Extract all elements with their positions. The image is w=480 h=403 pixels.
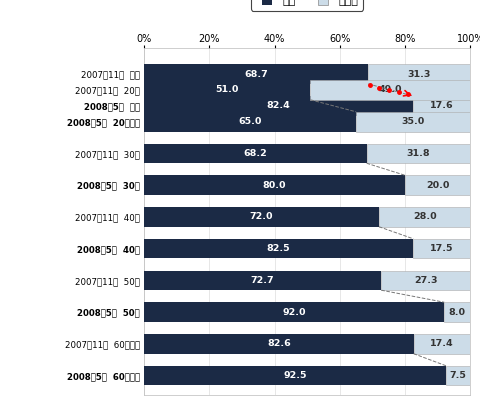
Text: 49.0: 49.0 xyxy=(379,85,402,94)
Bar xyxy=(311,80,470,100)
Text: 80.0: 80.0 xyxy=(263,181,286,190)
Bar xyxy=(413,239,470,258)
Text: 17.6: 17.6 xyxy=(430,101,454,110)
Text: 82.6: 82.6 xyxy=(267,339,291,348)
Text: 17.4: 17.4 xyxy=(430,339,454,348)
Bar xyxy=(405,175,470,195)
Text: 68.7: 68.7 xyxy=(244,70,268,79)
Bar xyxy=(144,207,379,227)
Bar xyxy=(446,366,470,385)
Bar xyxy=(413,96,470,116)
Bar xyxy=(379,207,470,227)
Bar xyxy=(144,96,413,116)
Text: 82.5: 82.5 xyxy=(267,244,290,253)
Bar xyxy=(144,239,413,258)
Legend: はい, いいえ: はい, いいえ xyxy=(251,0,363,10)
Bar xyxy=(144,112,356,131)
Text: 35.0: 35.0 xyxy=(402,117,425,126)
Text: 27.3: 27.3 xyxy=(414,276,438,285)
Bar xyxy=(144,80,311,100)
Bar xyxy=(144,175,405,195)
Bar xyxy=(414,334,470,354)
Bar xyxy=(144,334,414,354)
Text: 72.7: 72.7 xyxy=(251,276,275,285)
Bar xyxy=(144,302,444,322)
Bar xyxy=(144,270,381,290)
Text: 7.5: 7.5 xyxy=(450,371,467,380)
Bar xyxy=(356,112,470,131)
Text: 31.8: 31.8 xyxy=(407,149,430,158)
Text: 28.0: 28.0 xyxy=(413,212,436,221)
Text: 92.5: 92.5 xyxy=(283,371,307,380)
Bar xyxy=(367,143,470,163)
Bar xyxy=(444,302,470,322)
Bar xyxy=(144,143,367,163)
Bar xyxy=(368,64,470,84)
Text: 17.5: 17.5 xyxy=(430,244,454,253)
Bar xyxy=(144,64,368,84)
Text: 51.0: 51.0 xyxy=(216,85,239,94)
Text: 31.3: 31.3 xyxy=(408,70,431,79)
Text: 68.2: 68.2 xyxy=(243,149,267,158)
Bar xyxy=(144,366,446,385)
Text: 65.0: 65.0 xyxy=(239,117,262,126)
Bar xyxy=(381,270,470,290)
Text: 20.0: 20.0 xyxy=(426,181,449,190)
Text: 82.4: 82.4 xyxy=(266,101,290,110)
Text: 8.0: 8.0 xyxy=(449,307,466,317)
Text: 72.0: 72.0 xyxy=(250,212,273,221)
Text: 92.0: 92.0 xyxy=(282,307,306,317)
